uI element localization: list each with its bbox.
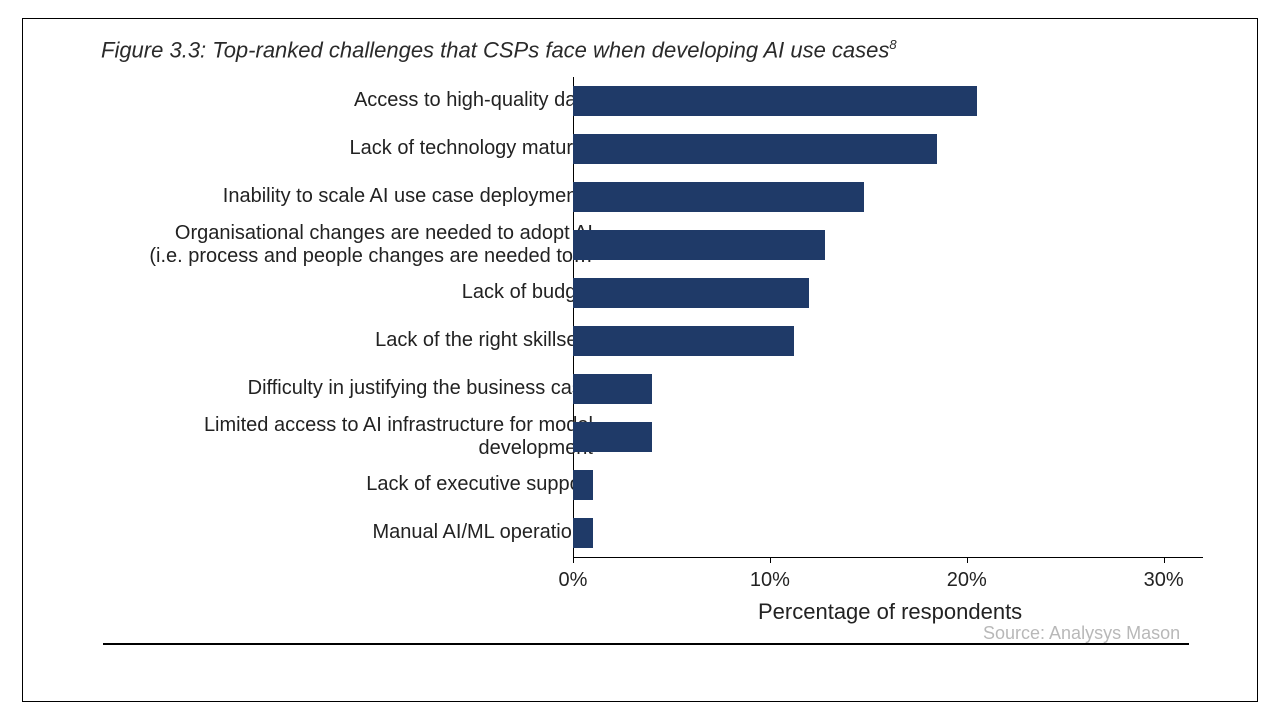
- category-label: Organisational changes are needed to ado…: [93, 222, 593, 268]
- bar: [573, 86, 977, 116]
- category-label: Difficulty in justifying the business ca…: [93, 377, 593, 400]
- category-label: Inability to scale AI use case deploymen…: [93, 185, 593, 208]
- category-label: Manual AI/ML operations: [93, 521, 593, 544]
- bar: [573, 182, 864, 212]
- category-label: Lack of budget: [93, 281, 593, 304]
- bar: [573, 230, 825, 260]
- x-tick: [967, 557, 968, 563]
- bar: [573, 278, 809, 308]
- category-label: Access to high-quality data: [93, 89, 593, 112]
- category-label: Lack of technology maturity: [93, 137, 593, 160]
- figure-panel: Figure 3.3: Top-ranked challenges that C…: [22, 18, 1258, 702]
- bar: [573, 134, 937, 164]
- x-axis-title: Percentage of respondents: [758, 599, 1022, 625]
- figure-title-text: Figure 3.3: Top-ranked challenges that C…: [101, 37, 889, 62]
- bar: [573, 422, 652, 452]
- x-tick-label: 30%: [1144, 569, 1184, 592]
- category-label: Lack of executive support: [93, 473, 593, 496]
- bar: [573, 374, 652, 404]
- figure-title: Figure 3.3: Top-ranked challenges that C…: [101, 37, 1229, 63]
- category-label: Lack of the right skillsets: [93, 329, 593, 352]
- bottom-rule: [103, 643, 1189, 645]
- bar: [573, 518, 593, 548]
- bar-chart: Percentage of respondents Source: Analys…: [63, 77, 1229, 637]
- source-credit: Source: Analysys Mason: [983, 623, 1180, 644]
- bar: [573, 470, 593, 500]
- x-tick: [770, 557, 771, 563]
- figure-footnote-marker: 8: [889, 37, 896, 52]
- category-label: Limited access to AI infrastructure for …: [93, 414, 593, 460]
- bar: [573, 326, 794, 356]
- x-tick-label: 10%: [750, 569, 790, 592]
- x-tick: [573, 557, 574, 563]
- x-tick-label: 20%: [947, 569, 987, 592]
- x-tick: [1164, 557, 1165, 563]
- x-tick-label: 0%: [559, 569, 588, 592]
- x-axis-line: [573, 557, 1203, 558]
